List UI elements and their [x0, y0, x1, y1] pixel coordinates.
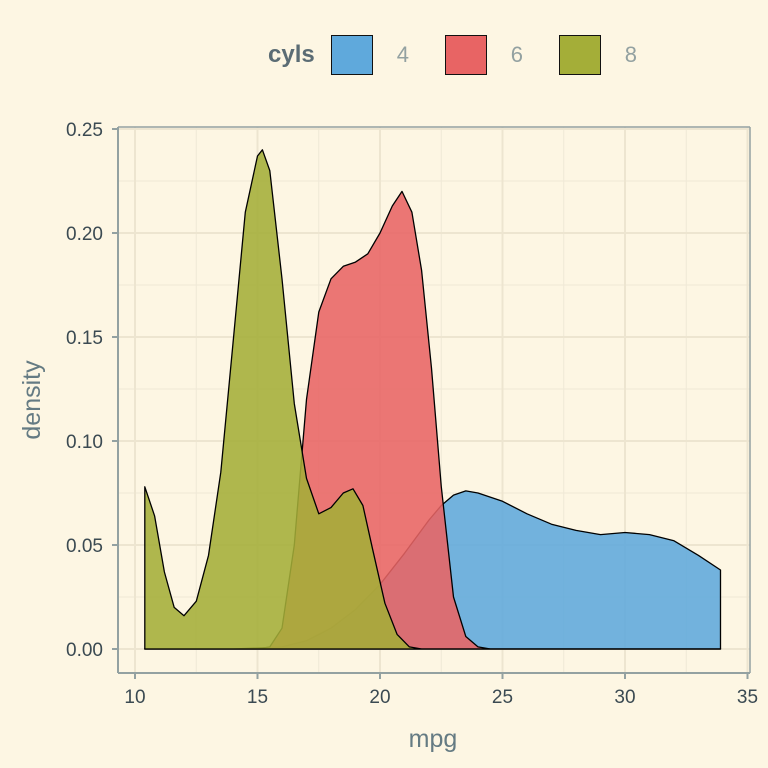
legend-label-8: 8	[624, 42, 637, 67]
y-tick-label: 0.10	[66, 432, 103, 453]
legend-swatch-8	[558, 35, 601, 75]
x-tick-label: 35	[737, 687, 758, 708]
tick-labels: 10 15 20 25 30 35 0.00 0.05 0.10 0.15 0.20 0.25	[66, 120, 758, 708]
legend-label-6: 6	[510, 42, 523, 67]
legend-title: cyls	[268, 41, 315, 68]
y-tick-label: 0.20	[66, 224, 103, 245]
legend-item-4: 4	[330, 35, 437, 75]
y-tick-label: 0.25	[66, 120, 103, 141]
y-tick-label: 0.05	[66, 536, 103, 557]
axes	[112, 126, 751, 679]
density-area-8	[144, 149, 722, 650]
x-axis-title: mpg	[409, 725, 458, 753]
legend-label-4: 4	[396, 42, 409, 67]
x-tick-label: 10	[124, 687, 145, 708]
density-areas	[144, 149, 722, 650]
x-tick-label: 30	[614, 687, 635, 708]
legend-swatch-6	[444, 35, 487, 75]
y-tick-label: 0.00	[66, 640, 103, 661]
legend-item-8: 8	[558, 35, 665, 75]
x-tick-label: 25	[492, 687, 513, 708]
y-axis-title: density	[18, 360, 46, 440]
legend-swatch-4	[330, 35, 373, 75]
x-tick-label: 20	[369, 687, 390, 708]
legend: cyls 4 6 8	[268, 33, 673, 77]
legend-item-6: 6	[444, 35, 551, 75]
y-tick-label: 0.15	[66, 328, 103, 349]
x-tick-label: 15	[247, 687, 268, 708]
